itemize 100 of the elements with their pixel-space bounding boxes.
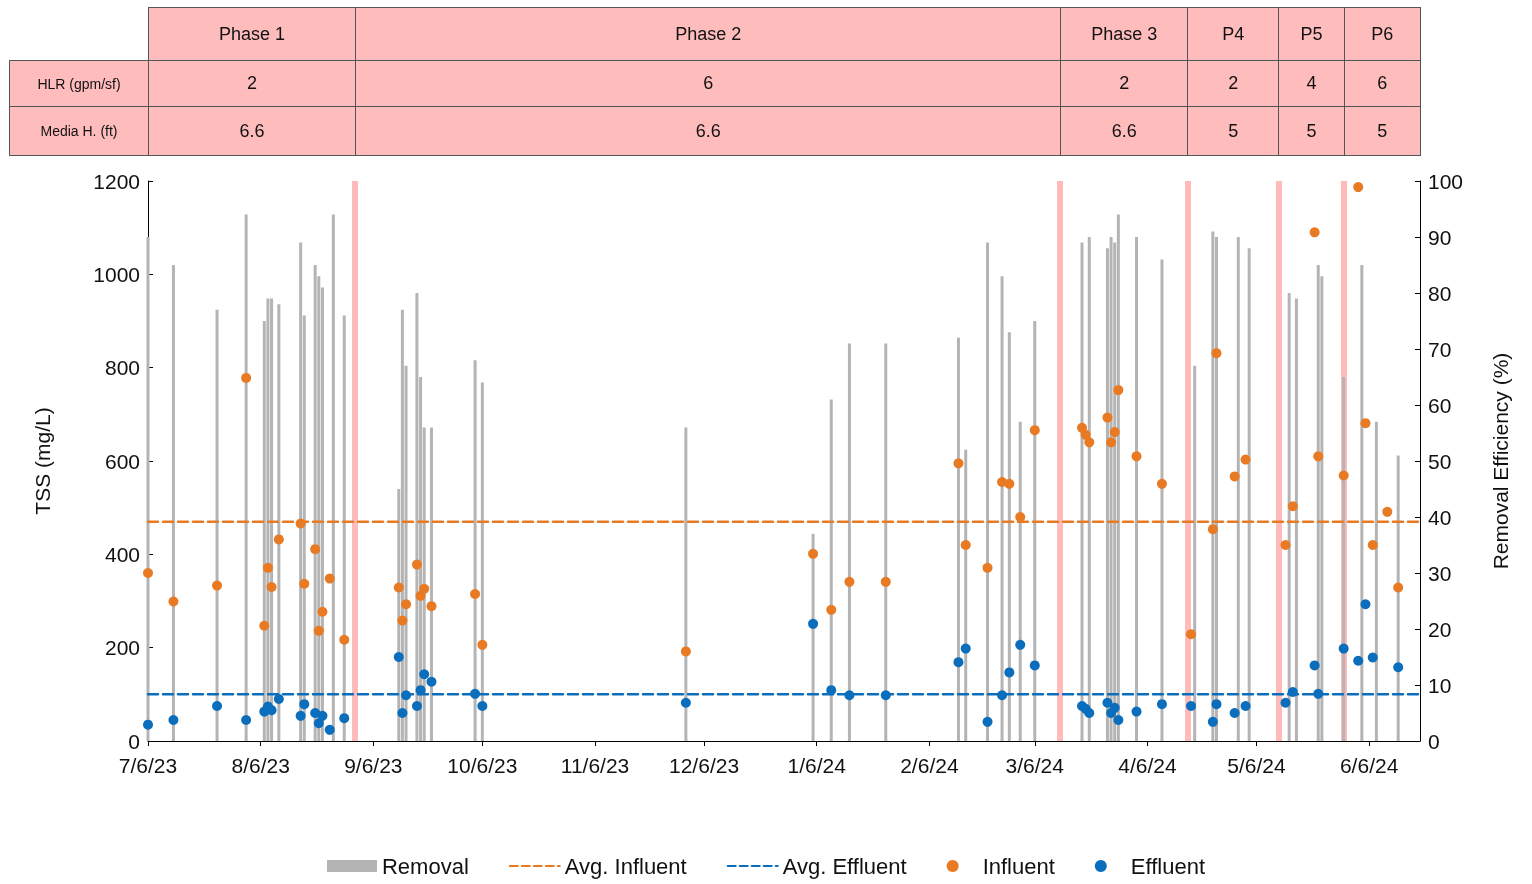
bar [473,360,477,741]
text: P6 [1343,7,1421,61]
point [1360,599,1371,610]
point [426,601,437,612]
point [1338,643,1349,654]
point [1109,702,1120,713]
text: 2 [148,60,357,107]
point [1382,506,1393,517]
point [1309,660,1320,671]
point [241,372,252,383]
bar [1018,421,1022,741]
point [1015,639,1026,650]
bar [956,337,960,741]
point [1280,540,1291,550]
point [880,690,891,701]
point [1131,706,1142,717]
bar [480,382,484,741]
bar [270,298,274,741]
point [982,562,993,573]
text: HLR (gpm/sf) [9,60,149,107]
point [1004,667,1015,678]
y2-tick-label: 10 [1428,673,1452,697]
y-axis-title: TSS (mg/L) [31,407,54,515]
bar [331,214,335,741]
y2-axis-title: Removal Efficiency (%) [1489,352,1512,570]
point [477,639,488,650]
point [1102,697,1113,708]
bar [244,214,248,741]
y2-tick-label: 100 [1428,169,1464,193]
point [397,615,408,626]
legend-label: Avg. Effluent [782,853,907,879]
point [1106,437,1117,448]
point [1229,708,1240,718]
text: 2 [1187,60,1280,107]
point [295,518,306,529]
point [1186,701,1197,711]
y2-tick-label: 50 [1428,449,1452,473]
bar [1316,265,1320,741]
text: 4 [1278,60,1345,107]
bar [146,237,150,741]
point [241,715,252,725]
bar [1236,237,1240,741]
bar [1342,377,1346,741]
x-tick-label: 7/6/23 [118,754,178,777]
x-tick-label: 4/6/24 [1118,754,1177,777]
point [1131,451,1142,462]
point [299,578,310,589]
y-tick-label: 800 [104,356,140,380]
bar [884,343,888,741]
y2-tick-label: 60 [1428,393,1452,417]
bar [1160,259,1164,741]
y2-tick-label: 40 [1428,505,1452,529]
point [1186,629,1197,640]
bar [1087,237,1091,741]
point [1353,182,1364,193]
point [324,724,335,735]
point [262,562,273,573]
bar [829,399,833,741]
y-tick-label: 400 [104,542,140,566]
text: 5 [1278,106,1345,156]
point [1207,524,1218,535]
point [1029,425,1040,436]
text: Media H. (ft) [9,106,149,156]
point [1360,418,1371,429]
legend-label: Effluent [1130,853,1206,879]
point [295,710,306,721]
point [1211,348,1222,359]
point [1211,699,1222,710]
bar [964,449,968,741]
point [1113,715,1124,725]
point [317,710,328,721]
y-tick-label: 0 [128,729,140,753]
point [470,589,481,599]
bar [1211,231,1215,741]
point [1309,227,1320,238]
y2-tick-label: 70 [1428,337,1452,361]
point [808,548,819,559]
y-tick-label: 1000 [93,262,140,286]
y2-tick-label: 30 [1428,561,1452,585]
point [212,580,223,591]
point [1084,437,1095,448]
bar [1193,365,1197,741]
point [411,559,422,570]
text: 5 [1343,106,1421,156]
text: 2 [1060,60,1189,107]
bar [277,304,281,741]
point [1109,427,1120,438]
point [411,701,422,711]
bar [684,427,688,741]
point [680,646,691,657]
bar [1294,298,1298,741]
point [212,701,223,711]
bar [1080,242,1084,741]
bar [1396,455,1400,741]
point [1313,451,1324,462]
point [419,583,430,594]
point [1287,687,1298,697]
x-tick-label: 5/6/24 [1227,754,1286,777]
point [1113,385,1124,396]
point [826,604,837,615]
